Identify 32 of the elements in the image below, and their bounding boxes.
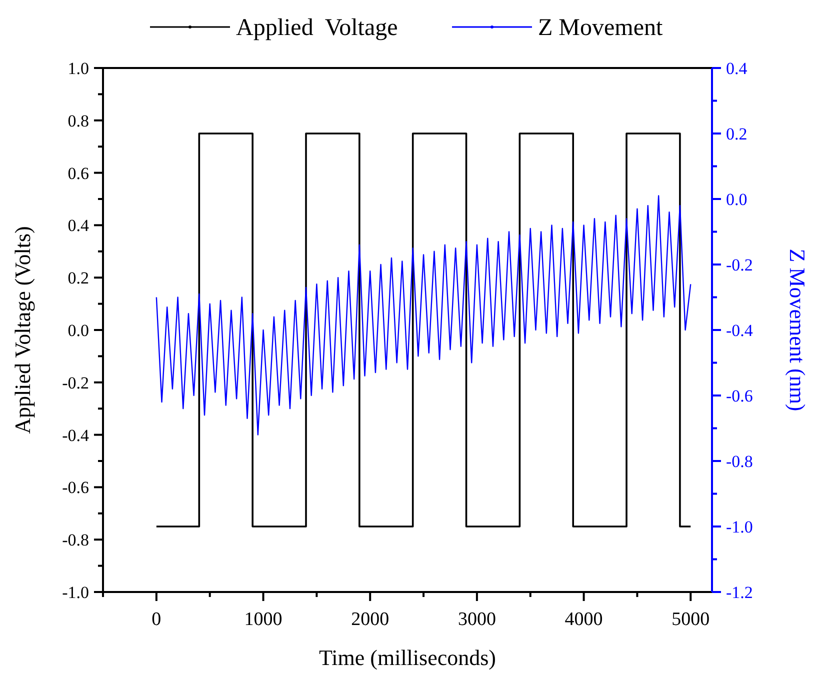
y2-tick-label: 0.0: [726, 190, 748, 209]
y-tick-label: 0.4: [68, 216, 90, 236]
y-tick-label: -0.8: [62, 530, 89, 550]
y2-tick-label: 0.2: [726, 124, 748, 144]
y-tick-label: 0.8: [68, 111, 89, 130]
legend-label: Applied Voltage: [236, 15, 398, 41]
y-tick-label: 0.0: [68, 321, 89, 340]
y2-tick-label: -0.6: [726, 386, 753, 406]
y2-tick-label: -1.2: [726, 583, 753, 602]
y2-tick-label: 0.4: [726, 59, 748, 78]
y-axis-title: Applied Voltage (Volts): [10, 226, 35, 434]
x-tick-label: 3000: [458, 609, 496, 630]
y2-axis-title: Z Movement (nm): [785, 248, 810, 412]
y-tick-label: -0.2: [62, 373, 89, 392]
x-axis-title: Time (milliseconds): [318, 645, 496, 670]
y2-tick-label: -0.8: [726, 452, 753, 471]
x-tick-label: 5000: [672, 609, 710, 630]
x-tick-label: 0: [152, 609, 162, 630]
y2-tick-label: -0.4: [726, 321, 754, 340]
y-tick-label: -1.0: [62, 583, 89, 602]
line-series: [156, 195, 692, 436]
y-tick-label: 1.0: [68, 59, 89, 78]
y-tick-label: -0.4: [62, 426, 90, 445]
x-tick-label: 2000: [351, 609, 390, 630]
x-tick-label: 4000: [564, 609, 603, 630]
y-tick-label: -0.6: [62, 478, 89, 498]
y-tick-label: 0.6: [68, 164, 89, 183]
x-tick-label: 1000: [244, 609, 282, 630]
y-tick-label: 0.2: [68, 268, 89, 288]
y2-tick-label: -1.0: [726, 518, 753, 536]
y2-tick-label: -0.2: [726, 256, 753, 274]
legend-label: Z Movement: [538, 15, 663, 41]
